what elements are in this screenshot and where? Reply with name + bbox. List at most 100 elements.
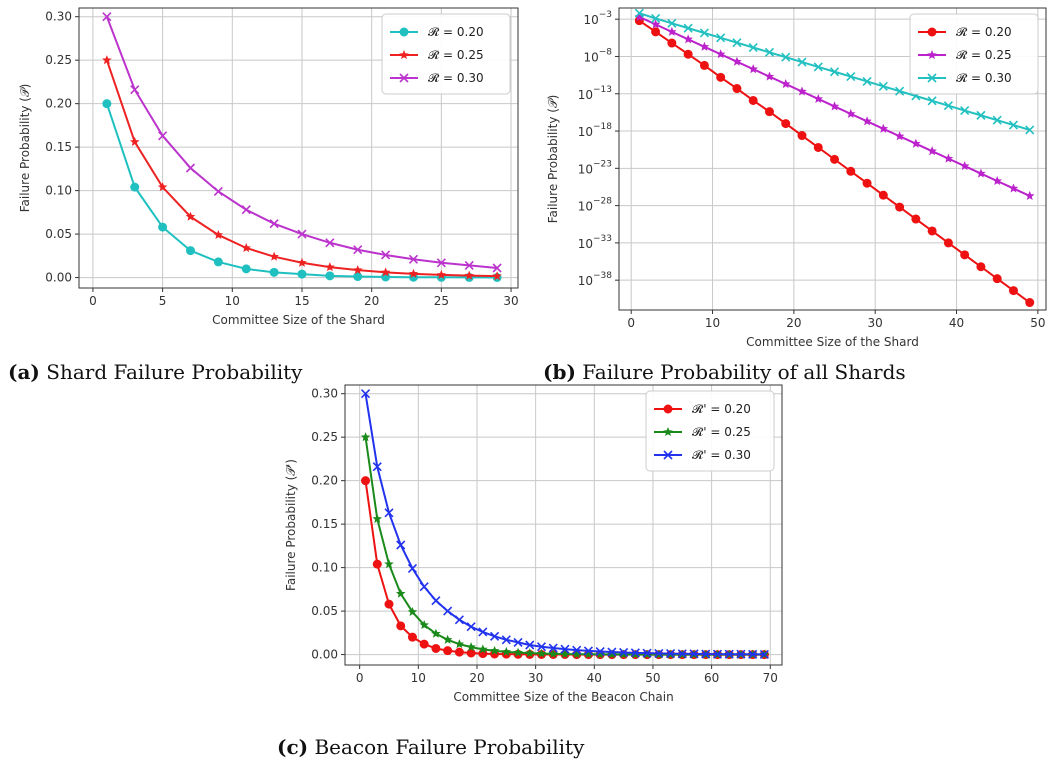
x-tick-label: 10	[411, 671, 426, 685]
x-tick-label: 50	[1030, 316, 1045, 330]
legend-box	[645, 390, 775, 472]
legend-entry: 𝓡 = 0.30	[956, 71, 1012, 85]
legend-entry: 𝓡' = 0.25	[692, 425, 751, 439]
data-point	[699, 41, 710, 51]
legend-swatch-marker	[663, 427, 673, 437]
data-point	[361, 476, 371, 486]
y-tick-exponent: −18	[593, 122, 612, 132]
y-tick-label: 0.20	[311, 474, 338, 488]
legend-swatch-marker	[927, 50, 937, 60]
data-point	[419, 582, 429, 592]
legend-entry: 𝓡 = 0.20	[956, 25, 1012, 39]
y-tick-label: 10−18	[578, 122, 613, 139]
data-point	[748, 64, 758, 74]
plot-frame-a	[78, 7, 519, 289]
caption-b: (b) Failure Probability of all Shards	[543, 360, 906, 384]
data-point	[536, 642, 547, 652]
data-point	[748, 42, 758, 53]
data-point	[895, 86, 905, 96]
legend-swatch-marker	[663, 450, 673, 460]
data-point	[654, 648, 664, 659]
caption-c: (c) Beacon Failure Probability	[277, 735, 585, 759]
ticks-c: 0 10 20 30 40 50 60 70 0.00 0.05 0.10 0.15 0.20 0.25 0…	[311, 387, 778, 685]
x-tick-label: 70	[763, 671, 778, 685]
data-point	[911, 138, 921, 148]
data-point	[960, 250, 970, 260]
caption-c-text: Beacon Failure Probability	[314, 735, 585, 759]
data-point	[748, 95, 758, 105]
data-point	[689, 649, 699, 659]
data-point	[960, 105, 970, 116]
legend-swatch-marker	[399, 73, 409, 83]
data-point	[619, 647, 629, 658]
data-point	[846, 166, 856, 176]
data-point	[185, 246, 195, 256]
y-tick-label: 0.00	[311, 648, 338, 662]
data-point	[297, 257, 307, 267]
data-point	[595, 649, 605, 659]
data-point	[667, 38, 677, 48]
data-point	[677, 649, 687, 659]
y-tick-label: 0.05	[45, 227, 72, 241]
x-tick-label: 50	[645, 671, 660, 685]
caption-b-text: Failure Probability of all Shards	[582, 360, 905, 384]
data-point	[102, 99, 112, 109]
y-tick-label: 0.30	[311, 387, 338, 401]
data-point	[862, 76, 872, 87]
data-point	[380, 267, 391, 277]
data-point	[927, 226, 937, 236]
data-point	[269, 251, 279, 261]
data-point	[813, 142, 823, 152]
ticks-a: 0 5 10 15 20 25 30 0.00 0.05 0.10 0.15 0.20 0.25 0.30	[45, 10, 518, 308]
x-tick-label: 20	[469, 671, 484, 685]
data-point	[607, 647, 617, 657]
data-point	[360, 432, 371, 442]
data-point	[943, 153, 954, 163]
data-point	[667, 26, 677, 36]
data-point	[130, 182, 140, 192]
series-group-c	[360, 389, 770, 660]
data-point	[976, 110, 986, 120]
x-tick-label: 15	[294, 294, 309, 308]
x-tick-label: 40	[587, 671, 602, 685]
data-point	[976, 262, 986, 272]
y-tick-label: 10−23	[578, 159, 612, 176]
data-point	[325, 238, 335, 248]
data-point	[129, 136, 140, 146]
data-point	[353, 245, 363, 255]
data-point	[724, 649, 734, 659]
data-point	[651, 13, 661, 24]
data-point	[607, 649, 617, 659]
data-point	[781, 52, 791, 62]
x-tick-label: 0	[356, 671, 364, 685]
y-tick-label: 10−28	[578, 197, 613, 214]
data-point	[715, 49, 726, 59]
y-axis-label-c: Failure Probability (𝒫')	[284, 459, 298, 591]
y-tick-exponent: −28	[593, 197, 612, 207]
data-point	[431, 628, 441, 638]
data-point	[408, 272, 418, 282]
data-point	[269, 267, 279, 277]
caption-a-text: Shard Failure Probability	[46, 360, 303, 384]
data-point	[501, 635, 511, 645]
data-point	[454, 639, 465, 649]
data-point	[353, 272, 363, 282]
data-point	[651, 27, 661, 37]
data-point	[862, 116, 872, 126]
data-point	[297, 269, 307, 279]
data-point	[829, 101, 840, 111]
data-point	[732, 84, 742, 94]
y-tick-label: 10−38	[578, 271, 613, 288]
legend-a: 𝓡 = 0.20 𝓡 = 0.25 𝓡 = 0.30	[381, 13, 511, 95]
data-point	[454, 647, 464, 657]
data-point	[560, 644, 570, 654]
data-point	[781, 119, 791, 129]
data-point	[630, 649, 641, 659]
data-point	[384, 508, 394, 518]
data-point	[213, 186, 223, 197]
caption-a: (a) Shard Failure Probability	[8, 360, 303, 384]
data-point	[878, 123, 889, 133]
data-point	[158, 131, 168, 141]
data-point	[384, 599, 394, 609]
data-point	[699, 28, 709, 38]
